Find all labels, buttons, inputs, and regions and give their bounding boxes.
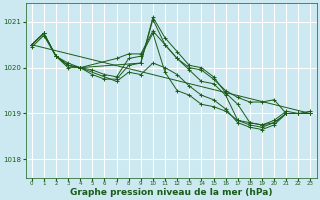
X-axis label: Graphe pression niveau de la mer (hPa): Graphe pression niveau de la mer (hPa) bbox=[70, 188, 272, 197]
